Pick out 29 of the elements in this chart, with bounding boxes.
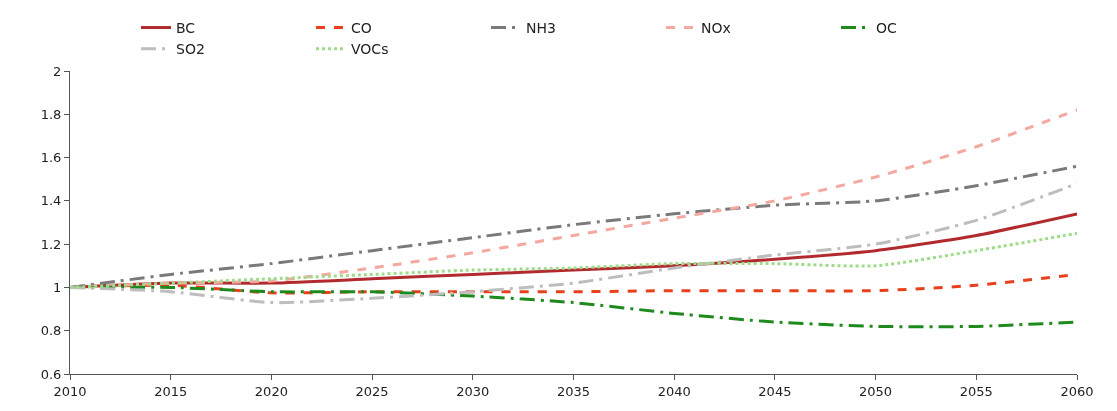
legend-label: VOCs: [351, 41, 389, 58]
line-series: [70, 182, 1077, 305]
x-tick-label: 2010: [53, 383, 87, 399]
x-tick-label: 2015: [154, 383, 188, 399]
x-tick-label: 2055: [959, 383, 993, 399]
x-tick-label: 2050: [859, 383, 893, 399]
x-tick-label: 2020: [254, 383, 288, 399]
x-tick-label: 2060: [1060, 383, 1094, 399]
x-tick-label: 2030: [456, 383, 490, 399]
y-tick-label: 0.6: [40, 366, 62, 382]
legend-label: NOx: [701, 20, 731, 36]
line-series: [70, 164, 1077, 289]
y-tick-label: 1.8: [40, 106, 62, 122]
legend-label: SO2: [176, 41, 205, 58]
y-tick-label: 1: [53, 279, 62, 295]
x-tick-label: 2025: [355, 383, 389, 399]
line-series: [70, 231, 1077, 289]
legend-label: CO: [351, 20, 372, 36]
legend-label: OC: [876, 20, 898, 36]
x-tick-label: 2035: [556, 383, 591, 399]
y-tick-label: 0.8: [40, 323, 62, 339]
y-tick-label: 2: [53, 63, 62, 79]
y-tick-label: 1.6: [40, 150, 62, 166]
legend-label: BC: [176, 20, 196, 36]
y-tick-label: 1.4: [40, 193, 62, 209]
legend-label: NH3: [526, 20, 556, 36]
y-tick-label: 1.2: [40, 236, 62, 252]
x-tick-label: 2040: [657, 383, 691, 399]
x-tick-label: 2045: [758, 383, 792, 399]
